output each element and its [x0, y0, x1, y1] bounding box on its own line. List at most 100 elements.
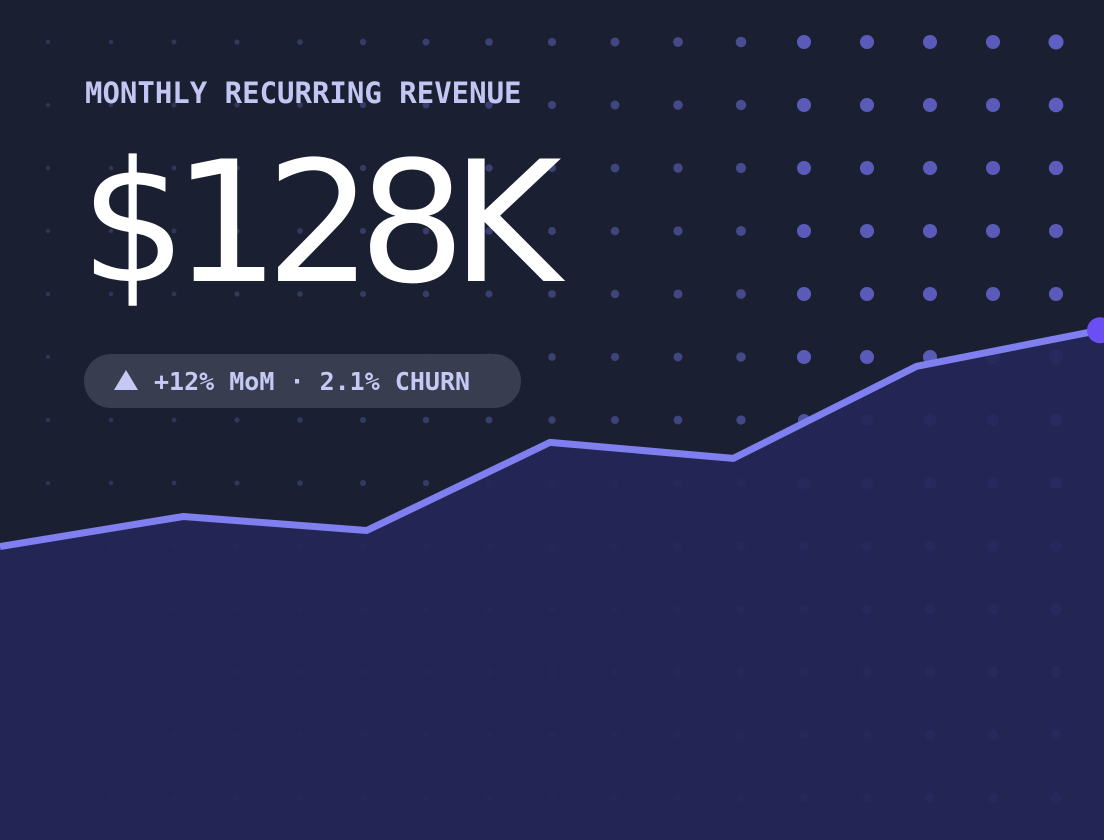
decor-dot — [359, 101, 367, 109]
decor-dot — [108, 417, 114, 423]
decor-dot — [985, 34, 1001, 50]
decor-dot — [1048, 223, 1064, 239]
decor-dot — [171, 102, 177, 108]
decor-dot — [45, 354, 51, 360]
decor-dot — [108, 480, 114, 486]
decor-dot — [234, 228, 240, 234]
revenue-line — [0, 326, 1101, 550]
decor-dot — [45, 39, 51, 45]
decor-dot — [859, 34, 875, 50]
decor-dot — [422, 164, 430, 172]
decor-dot — [297, 480, 303, 486]
decor-dot — [673, 37, 683, 47]
decor-dot — [45, 165, 51, 171]
decor-dot — [171, 480, 177, 486]
decor-dot — [736, 289, 746, 299]
decor-dot — [1048, 286, 1064, 302]
decor-dot — [485, 101, 493, 109]
decor-dot — [673, 289, 683, 299]
decor-dot — [297, 165, 303, 171]
decor-dot — [485, 290, 493, 298]
decor-dot — [548, 290, 556, 298]
decor-dot — [234, 480, 240, 486]
decor-dot — [422, 416, 430, 424]
decor-dot — [234, 291, 240, 297]
decor-dot — [922, 160, 938, 176]
decor-dot — [859, 97, 875, 113]
decor-dot — [359, 290, 367, 298]
decor-dot — [735, 36, 747, 48]
decor-dot — [171, 228, 177, 234]
decor-dot — [45, 480, 51, 486]
decor-dot — [673, 352, 683, 362]
decor-dot — [859, 160, 875, 176]
decor-dot — [859, 223, 875, 239]
decor-dot — [297, 417, 303, 423]
decor-dot — [422, 101, 430, 109]
decor-dot — [985, 160, 1001, 176]
decor-dot — [171, 417, 177, 423]
decor-dot — [1048, 97, 1064, 113]
decor-dot — [108, 228, 114, 234]
decor-dot — [360, 480, 366, 486]
decor-dot — [548, 227, 556, 235]
decor-dot — [735, 162, 747, 174]
decor-dot — [171, 39, 177, 45]
decor-dot — [548, 353, 556, 361]
decor-dot — [736, 226, 746, 236]
decor-dot — [234, 39, 240, 45]
decor-dot — [359, 227, 367, 235]
decor-dot — [610, 100, 620, 110]
decor-dot — [485, 38, 493, 46]
decor-dot — [736, 352, 746, 362]
decor-dot — [796, 160, 812, 176]
decor-dot — [736, 415, 746, 425]
decor-dot — [1048, 160, 1064, 176]
decor-dot — [547, 163, 557, 173]
decor-dot — [547, 37, 557, 47]
decor-dot — [297, 102, 303, 108]
decor-dot — [859, 349, 875, 365]
decor-dot — [796, 349, 812, 365]
decor-dot — [796, 223, 812, 239]
decor-dot — [108, 165, 114, 171]
decor-dot — [422, 290, 430, 298]
decor-dot — [422, 479, 430, 487]
decor-dot — [547, 100, 557, 110]
decor-dot — [610, 415, 620, 425]
decor-dot — [485, 227, 493, 235]
growth-badge-text: +12% MoM · 2.1% CHURN — [154, 366, 471, 396]
decor-dot — [673, 100, 683, 110]
decor-dot — [422, 38, 430, 46]
decor-dot — [610, 289, 620, 299]
decor-dot — [610, 163, 620, 173]
decor-dot — [673, 226, 683, 236]
decor-dot — [922, 34, 938, 50]
decor-dot — [297, 39, 303, 45]
decor-dot — [45, 291, 51, 297]
metric-label: MONTHLY RECURRING REVENUE — [85, 76, 522, 110]
decor-dot — [673, 415, 683, 425]
metric-value: $128K — [80, 125, 562, 321]
decor-dot — [108, 291, 114, 297]
decor-dot — [360, 417, 366, 423]
revenue-area-chart — [0, 317, 1104, 840]
decor-dot — [297, 291, 303, 297]
decor-dot — [422, 227, 430, 235]
decor-dot — [859, 286, 875, 302]
decor-dot — [735, 99, 747, 111]
decor-dot — [985, 286, 1001, 302]
decor-dot — [359, 38, 367, 46]
decor-dot — [234, 417, 240, 423]
latest-point-marker — [1087, 317, 1104, 344]
decor-dot — [359, 164, 367, 172]
decor-dot — [108, 102, 114, 108]
decor-dot — [45, 228, 51, 234]
decor-dot — [796, 34, 812, 50]
decor-dot — [171, 165, 177, 171]
decor-dot — [548, 416, 556, 424]
decor-dot — [796, 286, 812, 302]
triangle-up-icon — [114, 370, 138, 390]
decor-dot — [610, 226, 620, 236]
